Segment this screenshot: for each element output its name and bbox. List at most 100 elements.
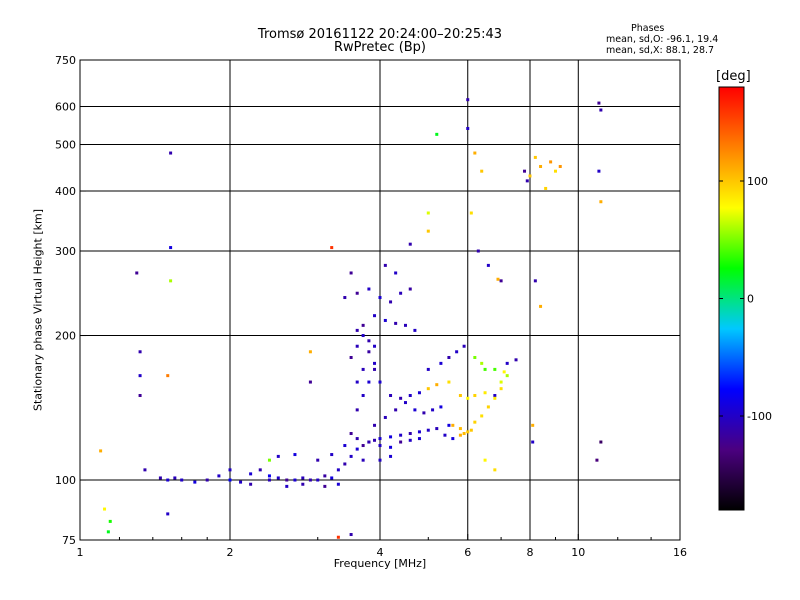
colorbar-tick-label: 100 bbox=[747, 175, 768, 188]
data-point bbox=[466, 98, 470, 102]
data-point bbox=[408, 242, 412, 246]
data-point bbox=[439, 361, 443, 365]
data-point bbox=[373, 314, 377, 318]
data-point bbox=[499, 279, 503, 283]
data-point bbox=[158, 476, 162, 480]
x-tick-label: 10 bbox=[571, 546, 585, 559]
data-point bbox=[166, 512, 170, 516]
data-point bbox=[138, 374, 142, 378]
y-tick-label: 75 bbox=[62, 534, 76, 547]
data-point bbox=[249, 472, 253, 476]
data-point bbox=[422, 411, 426, 415]
data-point bbox=[458, 394, 462, 398]
data-point bbox=[336, 468, 340, 472]
data-point bbox=[426, 367, 430, 371]
y-tick-label: 500 bbox=[55, 139, 76, 152]
data-point bbox=[166, 374, 170, 378]
colorbar-tick-label: -100 bbox=[747, 410, 772, 423]
data-point bbox=[143, 468, 147, 472]
data-point bbox=[343, 296, 347, 300]
x-tick-label: 1 bbox=[77, 546, 84, 559]
data-point bbox=[528, 174, 532, 178]
data-point bbox=[469, 211, 473, 215]
x-tick-label: 8 bbox=[527, 546, 534, 559]
data-point bbox=[301, 476, 305, 480]
data-point bbox=[99, 449, 103, 453]
data-point bbox=[355, 328, 359, 332]
data-point bbox=[413, 408, 417, 412]
data-point bbox=[483, 367, 487, 371]
data-point bbox=[408, 438, 412, 442]
data-point bbox=[399, 433, 403, 437]
data-point bbox=[599, 440, 603, 444]
y-tick-label: 200 bbox=[55, 330, 76, 343]
data-point bbox=[293, 453, 297, 457]
data-point bbox=[138, 394, 142, 398]
data-point bbox=[458, 427, 462, 431]
data-point bbox=[349, 454, 353, 458]
data-point bbox=[355, 344, 359, 348]
data-point bbox=[389, 454, 393, 458]
x-tick-label: 4 bbox=[377, 546, 384, 559]
data-point bbox=[599, 200, 603, 204]
data-point bbox=[539, 304, 543, 308]
data-point bbox=[173, 476, 177, 480]
data-point bbox=[523, 169, 527, 173]
data-point bbox=[316, 478, 320, 482]
data-point bbox=[447, 380, 451, 384]
data-point bbox=[367, 287, 371, 291]
data-point bbox=[361, 394, 365, 398]
data-point bbox=[293, 478, 297, 482]
data-point bbox=[435, 132, 439, 136]
data-point bbox=[166, 478, 170, 482]
data-point bbox=[473, 151, 477, 155]
data-point bbox=[193, 480, 197, 484]
data-point bbox=[399, 291, 403, 295]
data-point bbox=[180, 478, 184, 482]
data-point bbox=[355, 408, 359, 412]
x-tick-label: 16 bbox=[673, 546, 687, 559]
data-point bbox=[462, 432, 466, 436]
data-point bbox=[316, 458, 320, 462]
data-point bbox=[458, 433, 462, 437]
data-point bbox=[308, 478, 312, 482]
data-point bbox=[378, 458, 382, 462]
y-tick-label: 400 bbox=[55, 185, 76, 198]
data-point bbox=[480, 169, 484, 173]
y-tick-label: 600 bbox=[55, 101, 76, 114]
data-point bbox=[531, 423, 535, 427]
data-point bbox=[473, 394, 477, 398]
x-axis-label: Frequency [MHz] bbox=[333, 557, 427, 570]
data-point bbox=[301, 482, 305, 486]
data-point bbox=[426, 211, 430, 215]
data-point bbox=[205, 478, 209, 482]
data-point bbox=[389, 300, 393, 304]
data-point bbox=[285, 478, 289, 482]
data-point bbox=[330, 476, 334, 480]
data-point bbox=[378, 444, 382, 448]
data-point bbox=[403, 401, 407, 405]
data-point bbox=[466, 126, 470, 130]
data-point bbox=[367, 339, 371, 343]
data-point bbox=[493, 468, 497, 472]
data-point bbox=[308, 350, 312, 354]
data-point bbox=[493, 367, 497, 371]
data-point bbox=[417, 430, 421, 434]
axis-ticks: 1 2 4 6 8 10 16 75 100 200 300 400 500 600 750 bbox=[55, 54, 687, 559]
data-point bbox=[525, 179, 529, 183]
data-point bbox=[106, 530, 110, 534]
data-point bbox=[361, 323, 365, 327]
data-point bbox=[308, 380, 312, 384]
data-point bbox=[514, 358, 518, 362]
data-point bbox=[447, 423, 451, 427]
data-point bbox=[383, 318, 387, 322]
data-point bbox=[435, 383, 439, 387]
data-point bbox=[239, 480, 243, 484]
chart-subtitle: RwPretec (Bp) bbox=[333, 40, 427, 55]
data-point bbox=[378, 437, 382, 441]
data-point bbox=[403, 323, 407, 327]
data-point bbox=[285, 484, 289, 488]
data-point bbox=[276, 454, 280, 458]
grid-lines bbox=[80, 60, 680, 540]
data-point bbox=[330, 453, 334, 457]
